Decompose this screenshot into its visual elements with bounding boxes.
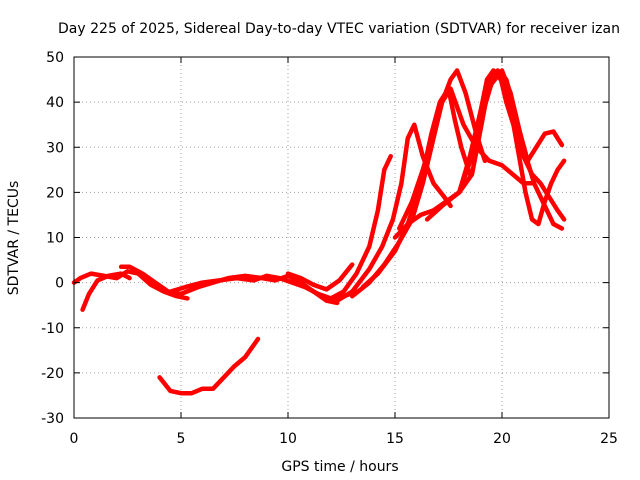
y-tick-label: -10 [41, 321, 64, 337]
series-sat-o [478, 68, 565, 164]
y-tick-label: 50 [46, 50, 64, 66]
axis-ticks: 0 5 10 15 20 25 50 40 30 20 10 0 -10 -20 -30 [41, 50, 618, 447]
x-axis-label: GPS time / hours [281, 459, 398, 475]
series-sat-e [285, 262, 355, 292]
y-tick-label: 30 [46, 140, 64, 156]
x-tick-label: 25 [600, 431, 618, 447]
y-tick-label: 20 [46, 185, 64, 201]
chart-title: Day 225 of 2025, Sidereal Day-to-day VTE… [58, 21, 620, 37]
series-sat-f [157, 336, 261, 396]
data-traces [71, 68, 567, 396]
y-tick-label: 40 [46, 95, 64, 111]
series-sat-n [456, 72, 567, 227]
x-tick-label: 0 [70, 431, 79, 447]
series-sat-k [397, 86, 537, 231]
y-tick-label: -30 [41, 411, 64, 427]
series-sat-g [328, 154, 393, 301]
y-tick-label: 10 [46, 231, 64, 247]
y-axis-label: SDTVAR / TECUs [6, 181, 22, 296]
series-sat-d [168, 273, 359, 301]
grid-lines [74, 57, 609, 418]
series-sat-h [334, 122, 453, 303]
series-sat-b [80, 271, 132, 312]
y-tick-label: -20 [41, 366, 64, 382]
x-tick-label: 15 [386, 431, 404, 447]
x-tick-label: 5 [177, 431, 186, 447]
x-tick-label: 10 [279, 431, 297, 447]
y-tick-label: 0 [55, 276, 64, 292]
x-tick-label: 20 [493, 431, 511, 447]
